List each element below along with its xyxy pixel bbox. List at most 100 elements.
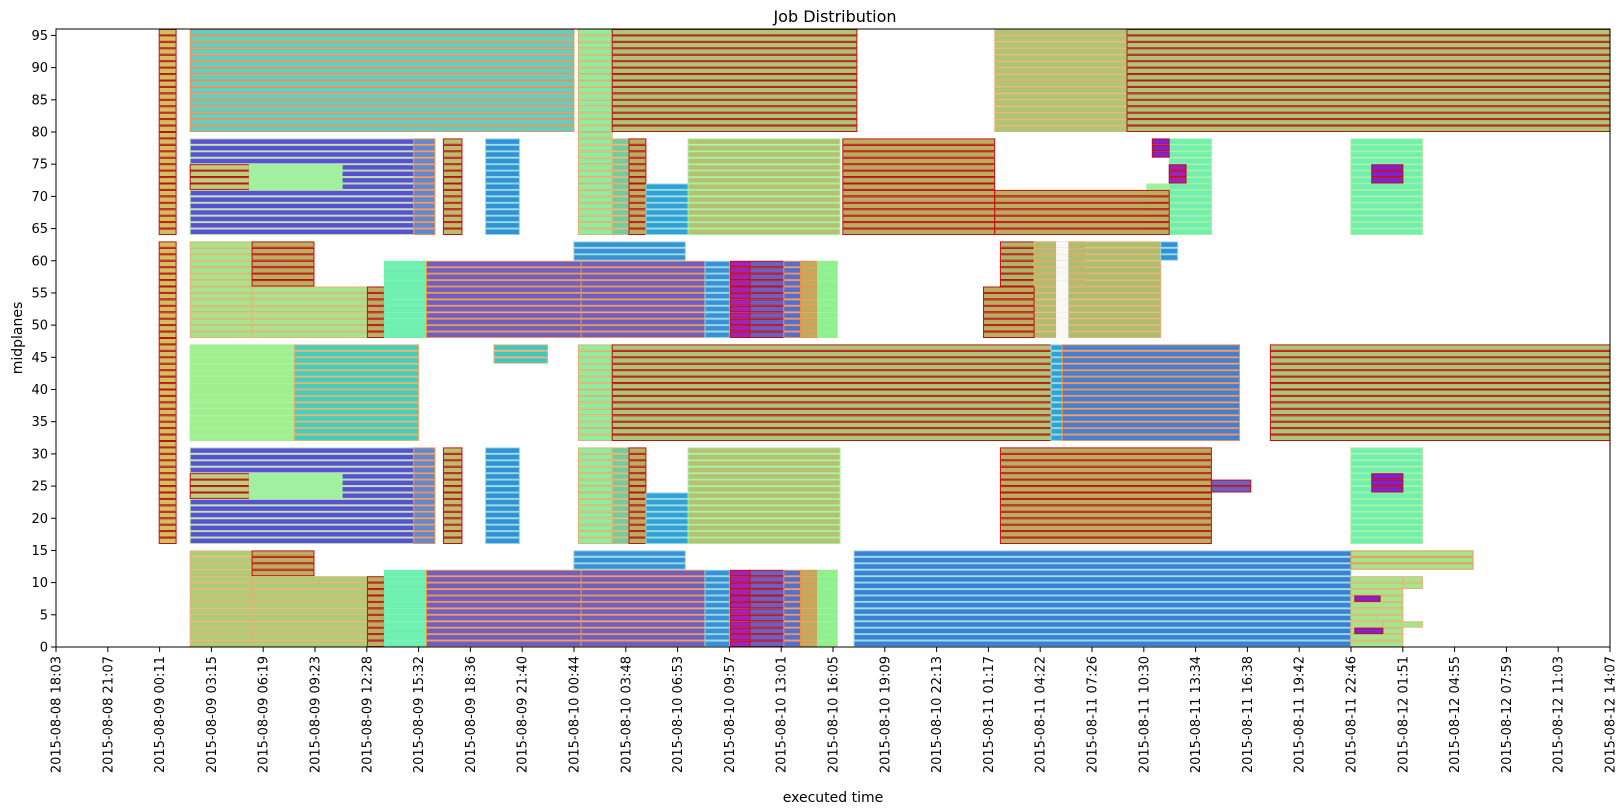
job-bar-segment xyxy=(577,41,613,49)
job-bar-segment xyxy=(251,595,368,602)
job-bar-segment xyxy=(366,621,385,628)
job-bar-segment xyxy=(1269,363,1611,371)
job-bar-segment xyxy=(1033,318,1162,326)
job-bar-segment xyxy=(800,267,818,274)
job-bar-segment xyxy=(1350,563,1474,570)
job-18 xyxy=(783,260,802,339)
job-bar-segment xyxy=(628,196,647,203)
job-bar-segment xyxy=(999,460,1212,467)
job-bar-segment xyxy=(853,563,1352,570)
job-bar-segment xyxy=(442,164,463,171)
job-bar-segment xyxy=(158,447,177,454)
job-bar-segment xyxy=(189,447,415,454)
job-bar-segment xyxy=(577,421,613,429)
job-bar-segment xyxy=(611,144,630,152)
job-bar-segment xyxy=(493,350,548,358)
job-bar-segment xyxy=(611,209,630,216)
job-bar-segment xyxy=(800,286,818,293)
job-bar-segment xyxy=(293,350,420,358)
job-bar-segment xyxy=(293,402,420,409)
job-bar-segment xyxy=(413,144,436,152)
job-bar-segment xyxy=(158,209,177,216)
job-bar-segment xyxy=(704,582,730,589)
job-bar-segment xyxy=(426,621,582,628)
job-19 xyxy=(800,260,818,339)
job-bar-segment xyxy=(999,473,1212,480)
job-bar-segment xyxy=(1050,370,1063,377)
job-bar-segment xyxy=(1126,48,1611,55)
job-bar-segment xyxy=(577,151,613,158)
job-bar-segment xyxy=(611,177,630,184)
job-bar-segment xyxy=(1350,505,1423,512)
job-bar-segment xyxy=(485,222,520,229)
x-tick-label: 2015-08-11 22:46 xyxy=(1345,656,1360,773)
job-bar-segment xyxy=(366,576,385,583)
job-bar-segment xyxy=(577,434,613,442)
job-bar-segment xyxy=(1050,402,1063,409)
job-bar-segment xyxy=(1350,144,1423,152)
job-bar-segment xyxy=(158,29,177,36)
job-bar-segment xyxy=(704,260,730,268)
job-bar-segment xyxy=(1160,254,1179,261)
job-bar-segment xyxy=(189,531,415,538)
job-bar-segment xyxy=(442,486,463,493)
job-bar-segment xyxy=(800,595,818,602)
job-bar-segment xyxy=(413,460,436,467)
job-bar-segment xyxy=(1269,415,1611,422)
job-bar-segment xyxy=(611,479,630,487)
job-bar-segment xyxy=(628,479,647,487)
job-bar-segment xyxy=(189,498,415,506)
job-bar-segment xyxy=(158,428,177,435)
job-bar-segment xyxy=(611,524,630,532)
job-bar-segment xyxy=(577,196,613,203)
job-79 xyxy=(1350,550,1474,570)
job-bar-segment xyxy=(573,247,686,255)
job-42 xyxy=(577,344,613,442)
job-bar-segment xyxy=(248,164,343,171)
job-41 xyxy=(493,344,548,364)
job-bar-segment xyxy=(1354,595,1381,602)
job-bar-segment xyxy=(293,363,420,371)
job-bar-segment xyxy=(1350,466,1423,474)
job-bar-segment xyxy=(158,183,177,190)
job-bar-segment xyxy=(413,183,436,190)
job-bar-segment xyxy=(817,318,838,326)
job-bar-segment xyxy=(994,119,1128,126)
job-bar-segment xyxy=(577,408,613,416)
job-bar-segment xyxy=(189,54,575,62)
job-bar-segment xyxy=(158,138,177,145)
x-tick-label: 2015-08-09 09:23 xyxy=(309,656,324,773)
job-bar-segment xyxy=(189,48,575,55)
x-tick-label: 2015-08-10 00:44 xyxy=(568,656,583,773)
job-bar-segment xyxy=(251,247,315,255)
job-77 xyxy=(817,569,838,647)
job-bar-segment xyxy=(485,164,520,171)
job-bar-segment xyxy=(1126,67,1611,74)
job-bar-segment xyxy=(158,402,177,409)
job-bar-segment xyxy=(704,569,730,577)
job-bar-segment xyxy=(994,112,1128,120)
job-bar-segment xyxy=(1050,383,1063,390)
job-bar-segment xyxy=(248,486,343,493)
job-bar-segment xyxy=(189,286,253,293)
job-bar-segment xyxy=(1033,299,1162,306)
y-tick-label: 50 xyxy=(31,319,48,334)
job-bar-segment xyxy=(611,48,858,55)
job-bar-segment xyxy=(577,93,613,100)
job-bar-segment xyxy=(383,621,427,628)
job-bar-segment xyxy=(251,286,368,293)
job-bar-segment xyxy=(800,273,818,281)
job-bar-segment xyxy=(577,428,613,435)
job-bar-segment xyxy=(189,112,575,120)
job-bar-segment xyxy=(1061,402,1241,409)
job-bar-segment xyxy=(158,537,177,544)
job-bar-segment xyxy=(577,29,613,36)
job-bar-segment xyxy=(577,402,613,409)
job-bar-segment xyxy=(189,614,253,622)
job-bar-segment xyxy=(729,601,751,609)
job-3 xyxy=(248,164,343,190)
job-bar-segment xyxy=(1269,395,1611,403)
job-84 xyxy=(1382,621,1423,628)
job-bar-segment xyxy=(817,273,838,281)
